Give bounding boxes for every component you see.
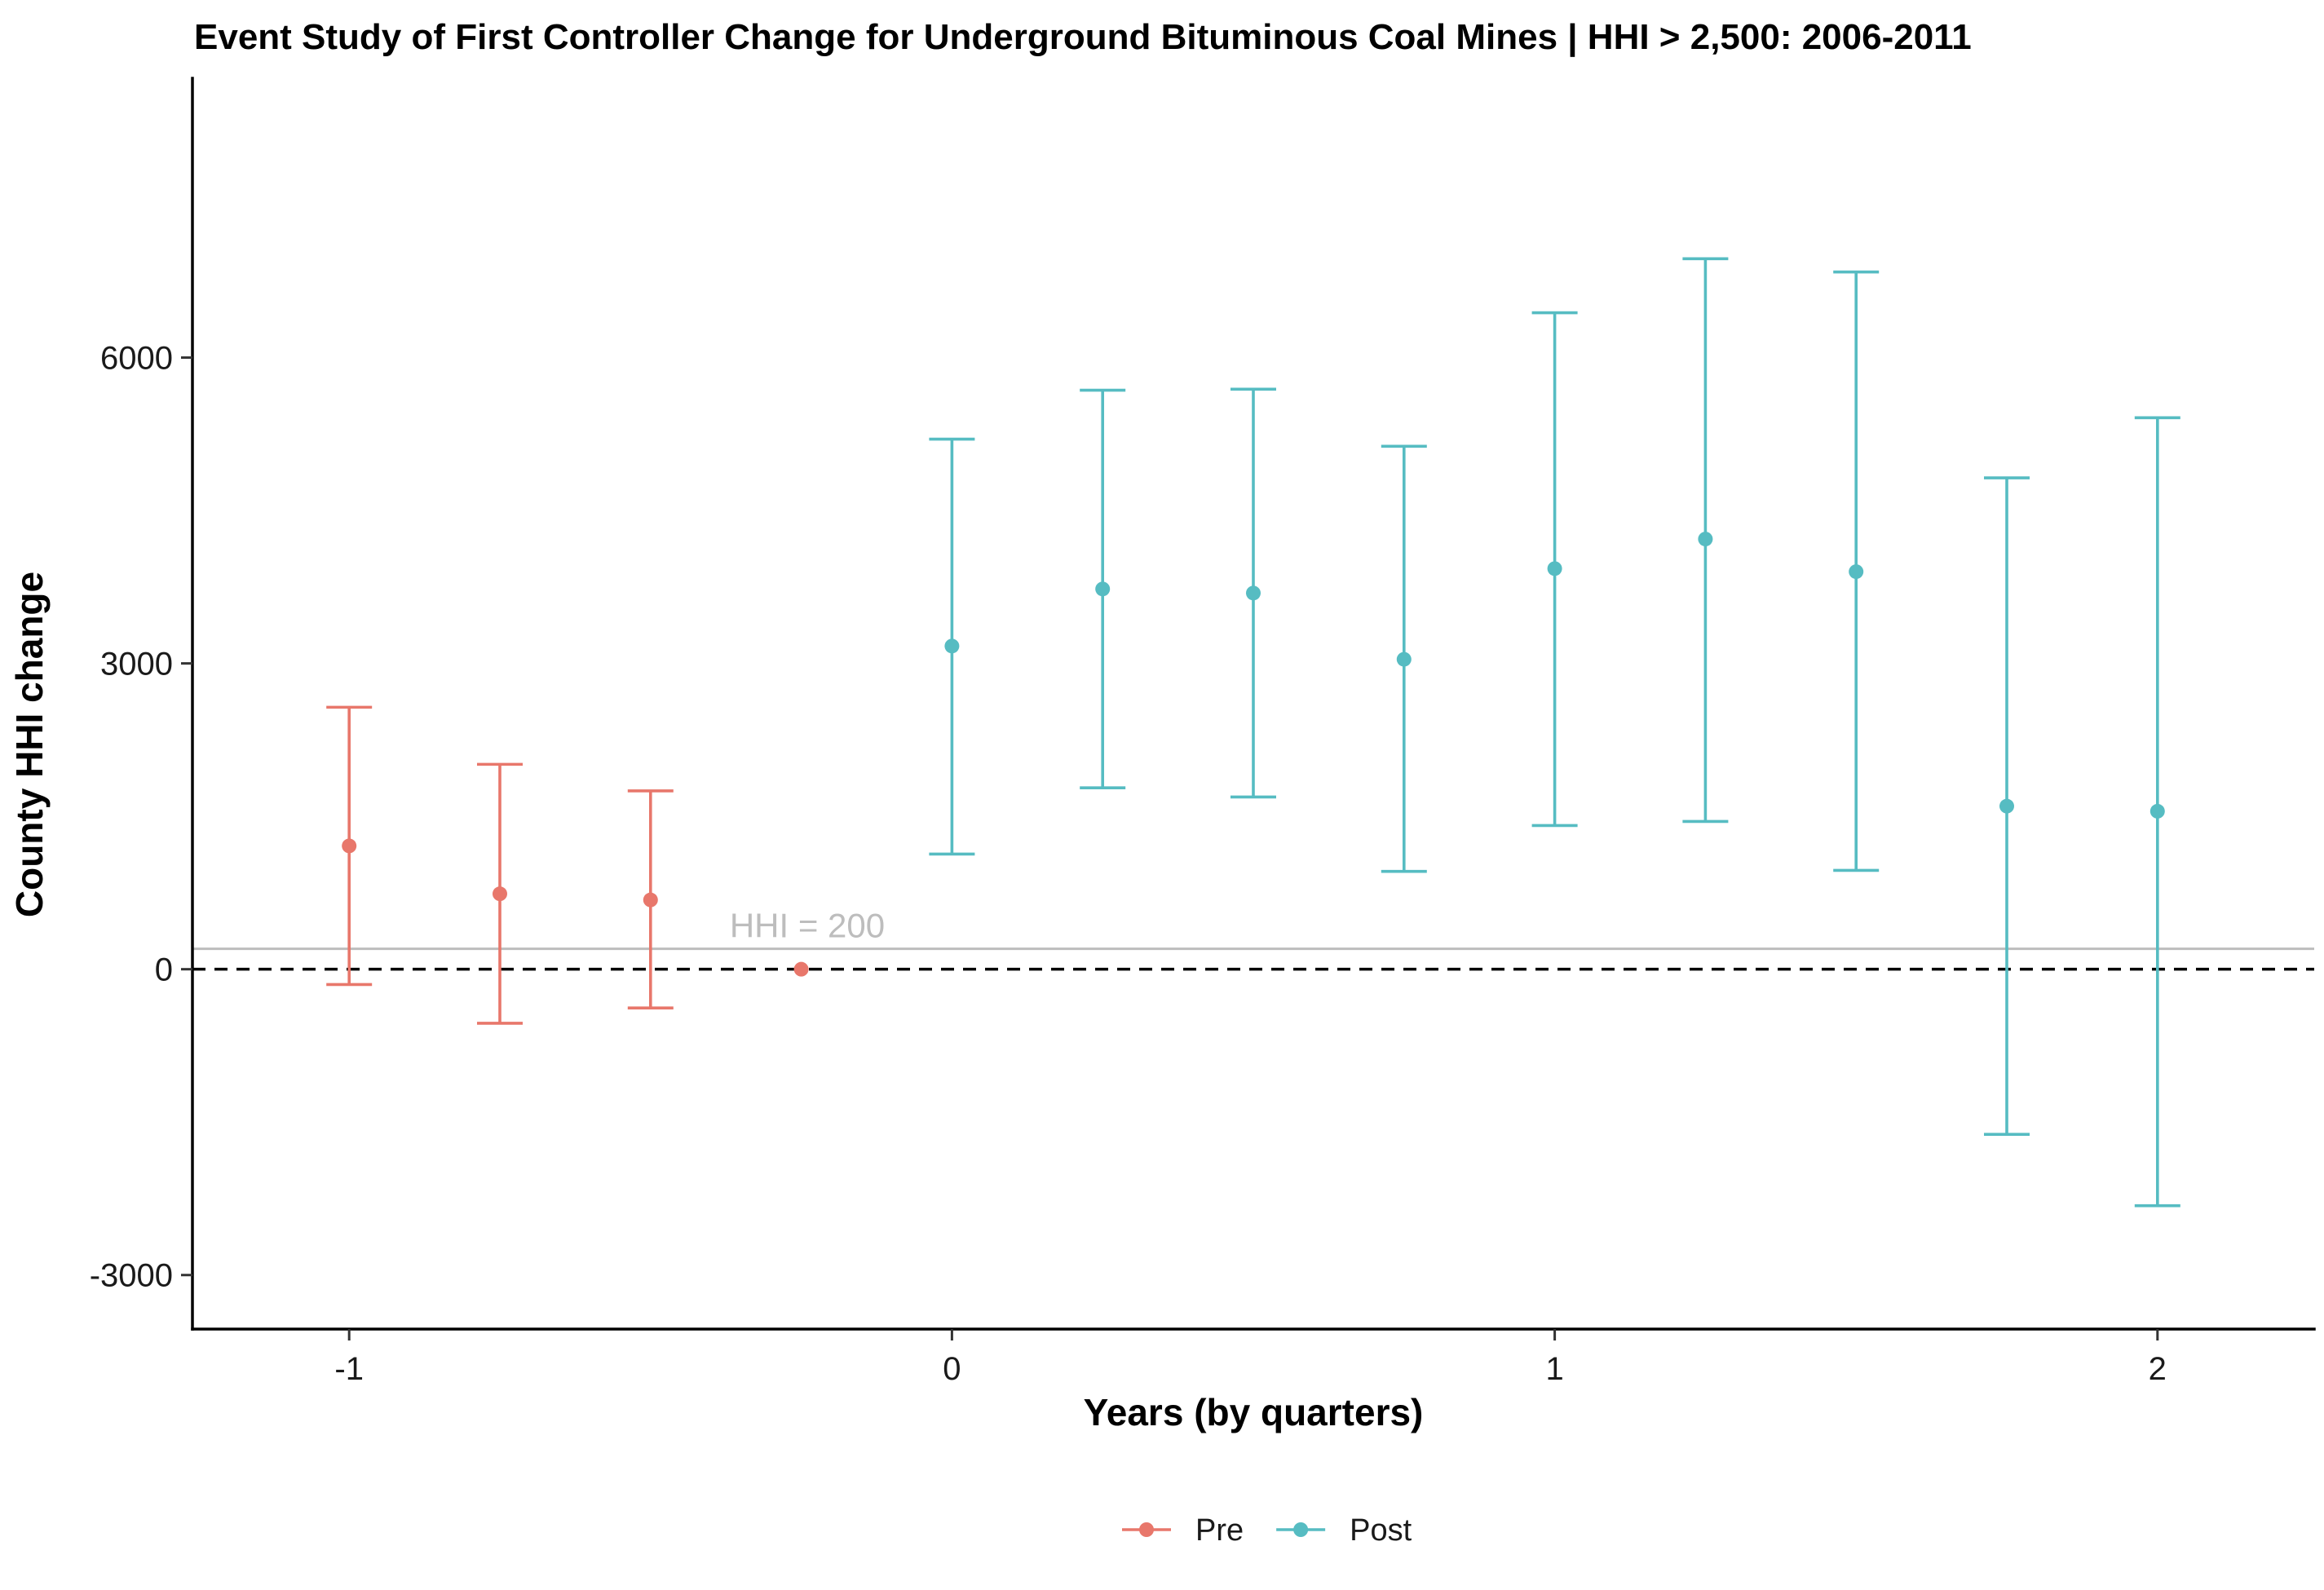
data-point-pre: [643, 892, 658, 908]
data-points: [342, 532, 2165, 977]
data-point-pre: [492, 886, 507, 902]
x-tick-label: 2: [2149, 1351, 2167, 1387]
y-tick-label: 0: [155, 952, 173, 988]
y-tick-label: -3000: [90, 1258, 173, 1294]
x-tick-label: 1: [1545, 1351, 1563, 1387]
x-axis-title: Years (by quarters): [1084, 1391, 1424, 1433]
legend-item-post: Post: [1276, 1513, 1412, 1548]
data-point-pre: [793, 961, 809, 977]
legend-key-dot: [1293, 1522, 1309, 1537]
legend-label: Post: [1350, 1513, 1412, 1548]
data-point-post: [1246, 585, 1261, 601]
error-bars: [326, 257, 2180, 1208]
legend: Pre Post: [1122, 1513, 1412, 1548]
reference-lines: HHI = 200: [192, 907, 2314, 971]
data-point-post: [1849, 564, 1864, 580]
y-axis-title: County HHI change: [8, 572, 51, 917]
data-point-post: [1547, 561, 1562, 576]
legend-key-dot: [1139, 1522, 1154, 1537]
legend-label: Pre: [1195, 1513, 1244, 1548]
data-point-post: [1698, 532, 1713, 547]
data-point-pre: [342, 838, 357, 854]
legend-item-pre: Pre: [1122, 1513, 1244, 1548]
data-point-post: [2149, 803, 2165, 819]
data-point-post: [1095, 581, 1111, 597]
chart-title: Event Study of First Controller Change f…: [194, 17, 1972, 58]
y-axis-ticks: -3000 0 3000 6000: [90, 341, 192, 1294]
data-point-post: [1396, 651, 1412, 667]
y-tick-label: 6000: [100, 341, 173, 377]
x-tick-label: -1: [334, 1351, 364, 1387]
reference-line-label: HHI = 200: [730, 907, 885, 945]
x-axis-ticks: -1 0 1 2: [334, 1329, 2167, 1387]
data-point-post: [1999, 798, 2015, 814]
data-point-post: [944, 638, 960, 654]
x-tick-label: 0: [943, 1351, 961, 1387]
y-tick-label: 3000: [100, 647, 173, 682]
